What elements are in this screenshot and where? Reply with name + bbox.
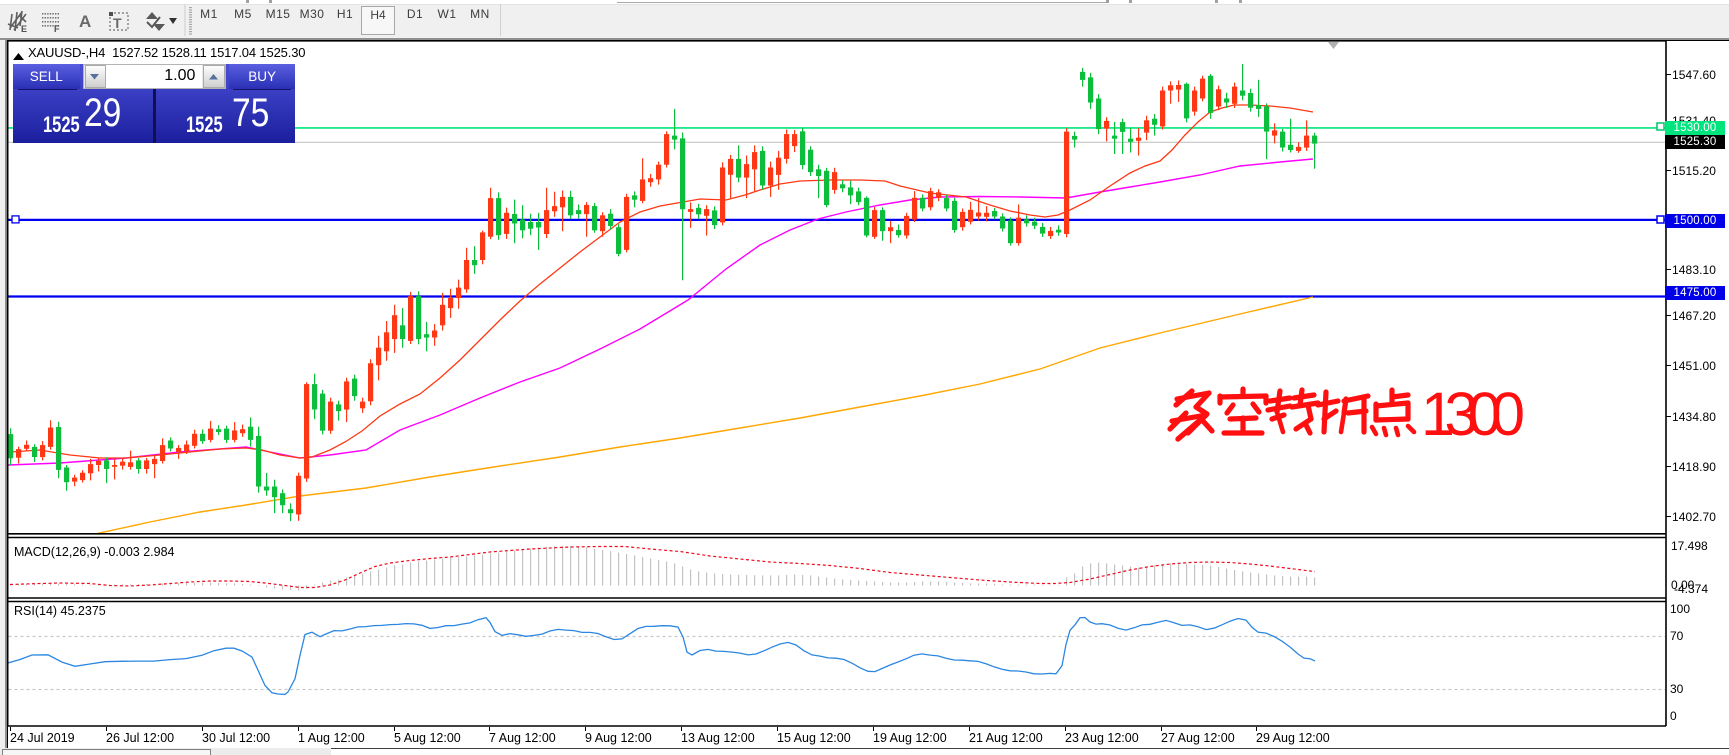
svg-text:A: A: [79, 12, 91, 31]
svg-text:E: E: [21, 24, 27, 34]
svg-text:1300: 1300: [1421, 380, 1525, 448]
svg-text:F: F: [54, 24, 60, 34]
svg-text:T: T: [113, 15, 122, 31]
